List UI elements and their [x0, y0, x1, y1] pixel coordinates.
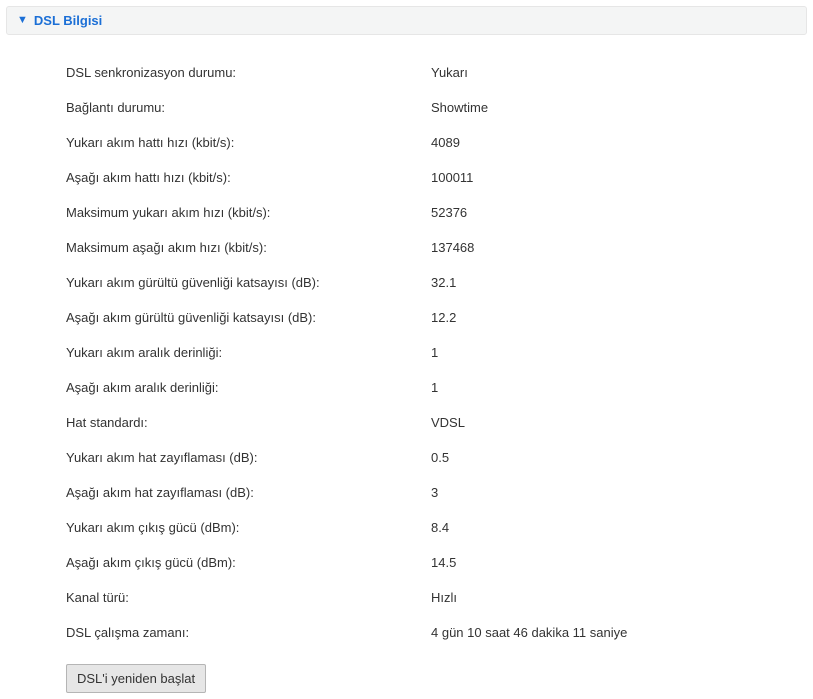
info-label: Yukarı akım hattı hızı (kbit/s): — [66, 135, 431, 150]
panel-body: DSL senkronizasyon durumu:YukarıBağlantı… — [6, 35, 807, 662]
info-label: Yukarı akım çıkış gücü (dBm): — [66, 520, 431, 535]
info-label: DSL senkronizasyon durumu: — [66, 65, 431, 80]
info-row: Kanal türü:Hızlı — [66, 580, 807, 615]
info-value: 14.5 — [431, 555, 807, 570]
info-value: 52376 — [431, 205, 807, 220]
info-row: Yukarı akım gürültü güvenliği katsayısı … — [66, 265, 807, 300]
info-label: Aşağı akım gürültü güvenliği katsayısı (… — [66, 310, 431, 325]
info-row: Aşağı akım aralık derinliği:1 — [66, 370, 807, 405]
info-row: Yukarı akım aralık derinliği:1 — [66, 335, 807, 370]
info-row: Aşağı akım hat zayıflaması (dB):3 — [66, 475, 807, 510]
info-value: VDSL — [431, 415, 807, 430]
info-label: Aşağı akım çıkış gücü (dBm): — [66, 555, 431, 570]
info-row: Maksimum yukarı akım hızı (kbit/s):52376 — [66, 195, 807, 230]
info-label: Yukarı akım aralık derinliği: — [66, 345, 431, 360]
info-row: DSL senkronizasyon durumu:Yukarı — [66, 55, 807, 90]
info-value: Hızlı — [431, 590, 807, 605]
dsl-info-panel: ▼ DSL Bilgisi DSL senkronizasyon durumu:… — [6, 6, 807, 693]
info-label: Aşağı akım hat zayıflaması (dB): — [66, 485, 431, 500]
info-value: 3 — [431, 485, 807, 500]
info-value: 32.1 — [431, 275, 807, 290]
info-value: 4 gün 10 saat 46 dakika 11 saniye — [431, 625, 807, 640]
info-value: 12.2 — [431, 310, 807, 325]
info-label: Aşağı akım aralık derinliği: — [66, 380, 431, 395]
info-row: DSL çalışma zamanı:4 gün 10 saat 46 daki… — [66, 615, 807, 650]
info-row: Bağlantı durumu:Showtime — [66, 90, 807, 125]
info-row: Yukarı akım çıkış gücü (dBm):8.4 — [66, 510, 807, 545]
info-row: Yukarı akım hattı hızı (kbit/s):4089 — [66, 125, 807, 160]
panel-header[interactable]: ▼ DSL Bilgisi — [6, 6, 807, 35]
info-label: Bağlantı durumu: — [66, 100, 431, 115]
restart-dsl-button[interactable]: DSL'i yeniden başlat — [66, 664, 206, 693]
info-row: Aşağı akım çıkış gücü (dBm):14.5 — [66, 545, 807, 580]
info-value: 137468 — [431, 240, 807, 255]
info-value: 8.4 — [431, 520, 807, 535]
info-value: 4089 — [431, 135, 807, 150]
info-value: Showtime — [431, 100, 807, 115]
info-row: Aşağı akım hattı hızı (kbit/s):100011 — [66, 160, 807, 195]
info-row: Yukarı akım hat zayıflaması (dB):0.5 — [66, 440, 807, 475]
info-row: Hat standardı:VDSL — [66, 405, 807, 440]
info-label: Aşağı akım hattı hızı (kbit/s): — [66, 170, 431, 185]
info-label: Yukarı akım gürültü güvenliği katsayısı … — [66, 275, 431, 290]
info-label: Maksimum aşağı akım hızı (kbit/s): — [66, 240, 431, 255]
chevron-down-icon: ▼ — [17, 15, 28, 26]
info-value: 100011 — [431, 170, 807, 185]
info-value: 1 — [431, 345, 807, 360]
info-label: Hat standardı: — [66, 415, 431, 430]
panel-title: DSL Bilgisi — [34, 13, 102, 28]
info-value: 0.5 — [431, 450, 807, 465]
info-label: DSL çalışma zamanı: — [66, 625, 431, 640]
info-row: Maksimum aşağı akım hızı (kbit/s):137468 — [66, 230, 807, 265]
info-label: Kanal türü: — [66, 590, 431, 605]
info-label: Yukarı akım hat zayıflaması (dB): — [66, 450, 431, 465]
info-label: Maksimum yukarı akım hızı (kbit/s): — [66, 205, 431, 220]
info-row: Aşağı akım gürültü güvenliği katsayısı (… — [66, 300, 807, 335]
info-value: 1 — [431, 380, 807, 395]
info-value: Yukarı — [431, 65, 807, 80]
